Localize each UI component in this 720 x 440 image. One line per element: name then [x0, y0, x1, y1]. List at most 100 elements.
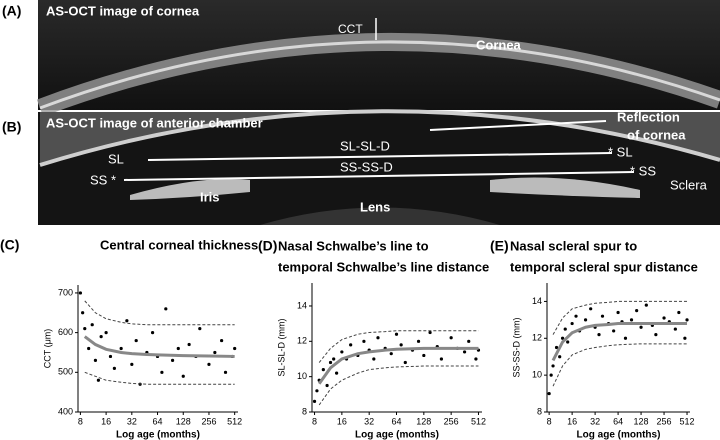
data-point — [96, 378, 101, 382]
panel-label: (C) — [0, 237, 19, 253]
data-point — [181, 374, 185, 378]
x-tick-label: 8 — [78, 416, 83, 426]
panel-label: (E) — [490, 238, 509, 254]
data-point — [315, 389, 319, 393]
data-point — [644, 303, 648, 307]
data-point — [583, 318, 588, 322]
x-tick-label: 256 — [657, 416, 672, 426]
data-point — [164, 307, 168, 311]
bound-line — [552, 343, 688, 387]
data-point — [654, 333, 658, 337]
x-tick-label: 512 — [680, 416, 695, 426]
data-point — [176, 346, 180, 351]
data-point — [362, 339, 366, 343]
cornea-edge — [39, 40, 720, 110]
data-point — [462, 350, 467, 354]
x-tick-label: 32 — [590, 416, 600, 426]
data-point — [635, 309, 639, 313]
data-point — [170, 358, 175, 363]
data-point — [328, 360, 333, 365]
y-tick-label: 600 — [58, 327, 73, 337]
y-tick-label: 8 — [302, 406, 307, 416]
data-point — [134, 338, 138, 343]
annotation: of cornea — [627, 127, 686, 142]
panel-label: (B) — [2, 119, 21, 135]
image-title: AS-OCT image of anterior chamber — [46, 115, 263, 130]
data-point — [78, 291, 82, 295]
data-point — [600, 314, 605, 318]
data-point — [662, 316, 666, 320]
annotation: SS * — [90, 172, 116, 187]
data-point — [372, 357, 376, 361]
bound-line — [84, 300, 235, 326]
y-axis-label: CCT (μm) — [42, 329, 52, 369]
data-point — [673, 327, 677, 331]
data-point — [119, 346, 123, 351]
data-point — [213, 350, 217, 355]
iris-right — [490, 177, 640, 198]
x-tick-label: 128 — [416, 416, 431, 426]
data-point — [554, 345, 559, 350]
image-title: AS-OCT image of cornea — [46, 3, 200, 18]
x-tick-label: 256 — [201, 416, 216, 426]
data-point — [335, 371, 339, 375]
data-point — [623, 336, 628, 340]
data-point — [99, 334, 103, 339]
data-point — [566, 340, 570, 344]
data-point — [104, 331, 108, 335]
data-point — [612, 329, 616, 333]
x-tick-label: 16 — [101, 416, 111, 426]
data-point — [312, 399, 317, 403]
x-tick-label: 8 — [312, 416, 317, 426]
annotation: SL — [108, 151, 124, 166]
data-point — [220, 338, 224, 343]
data-point — [629, 318, 634, 322]
data-point — [223, 370, 228, 374]
data-point — [125, 319, 129, 323]
data-point — [589, 307, 593, 311]
data-point — [597, 333, 601, 337]
data-point — [399, 343, 403, 347]
annotation: Sclera — [670, 177, 708, 192]
data-point — [428, 330, 432, 335]
data-point — [87, 346, 91, 351]
x-tick-label: 512 — [227, 416, 242, 426]
cornea-edge-b — [39, 109, 720, 167]
data-point — [416, 339, 421, 343]
x-tick-label: 16 — [337, 416, 347, 426]
data-point — [198, 327, 202, 331]
x-axis-label: Log age (months) — [577, 430, 661, 440]
data-point — [570, 321, 574, 326]
y-tick-label: 400 — [58, 406, 73, 416]
chart-title: temporal scleral spur distance — [510, 259, 698, 274]
annotation: SL-SL-D — [340, 138, 390, 153]
bound-line — [318, 365, 479, 406]
annotation: Reflection — [617, 109, 680, 124]
annotation: Iris — [200, 189, 220, 204]
annotation: * SS — [630, 163, 656, 178]
x-axis-label: Log age (months) — [355, 430, 439, 440]
oct-image-a — [38, 0, 720, 110]
data-point — [467, 339, 471, 343]
data-point — [474, 357, 478, 361]
data-point — [563, 327, 567, 331]
data-point — [560, 336, 565, 340]
data-point — [558, 355, 562, 359]
fit-line — [551, 322, 688, 362]
x-tick-label: 32 — [127, 416, 137, 426]
data-point — [685, 318, 689, 322]
annotation: CCT — [338, 22, 363, 36]
data-point — [187, 342, 191, 347]
data-point — [321, 367, 325, 372]
y-axis-label: SS-SS-D (mm) — [511, 318, 521, 378]
bound-line — [552, 300, 688, 335]
data-point — [403, 360, 407, 365]
data-point — [549, 373, 553, 377]
y-tick-label: 14 — [532, 296, 542, 306]
data-point — [81, 311, 85, 315]
data-point — [616, 310, 620, 315]
x-tick-label: 128 — [634, 416, 649, 426]
data-point — [551, 364, 555, 368]
ss-line — [123, 171, 635, 181]
data-point — [683, 336, 687, 340]
